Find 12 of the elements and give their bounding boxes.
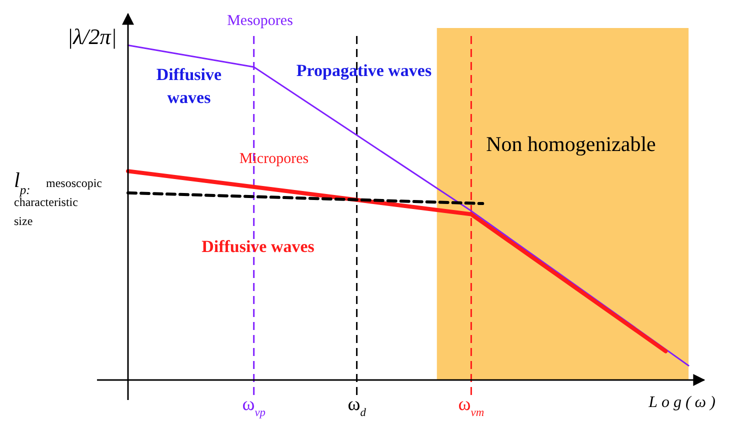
text: l$_{p:}$ mesoscopic characteristic size <box>14 168 102 228</box>
x-axis-title: Log(ω) <box>648 394 720 411</box>
x-tick-label: ω$_{vp}$ <box>242 394 266 419</box>
text: Mesopores <box>227 13 294 29</box>
y-axis-title: |λ/2π| <box>67 24 117 49</box>
x-tick-label: ω$_{d}$ <box>348 394 366 419</box>
annotation: Diffusive waves <box>202 237 315 256</box>
x-tick-label: ω$_{vm}$ <box>458 394 484 419</box>
annotation: Diffusive waves <box>156 65 222 107</box>
annotation: Micropores <box>239 151 309 167</box>
annotation: Non homogenizable <box>486 132 656 156</box>
annotation: Propagative waves <box>296 61 432 80</box>
